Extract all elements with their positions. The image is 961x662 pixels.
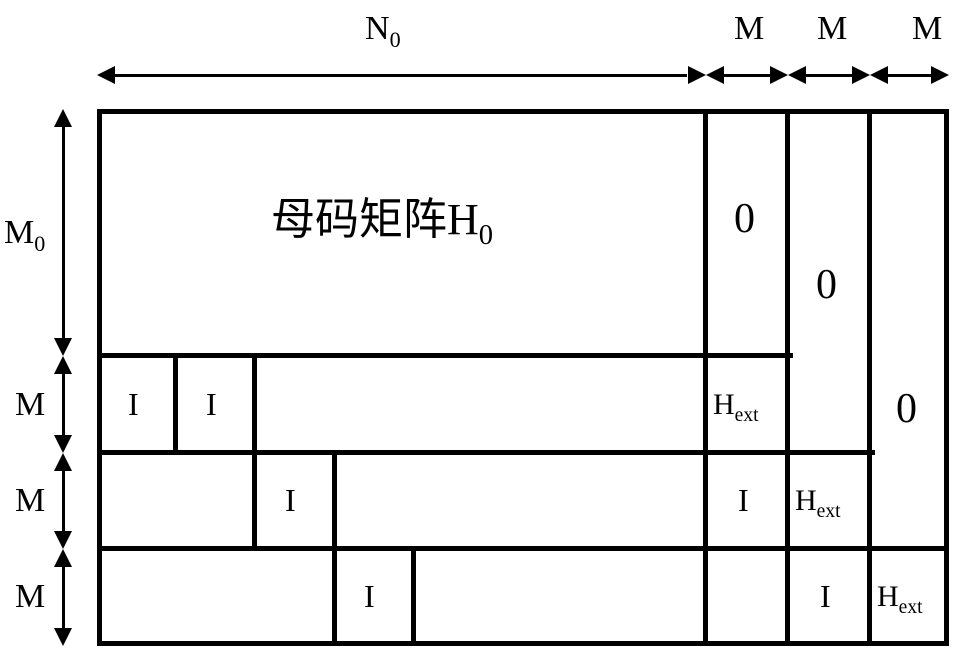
cell-r3-i2: I <box>738 484 749 516</box>
arrowhead-m2-right <box>852 66 870 84</box>
arrowhead-n0-left <box>97 66 115 84</box>
arrowhead-m0-up <box>54 109 72 127</box>
arrowhead-lm1-down <box>54 435 72 453</box>
r2-hext-sub: ext <box>735 405 759 426</box>
cell-r2-i2: I <box>206 388 217 420</box>
arrow-left-m1 <box>62 374 65 435</box>
cell-r2-hext: Hext <box>713 390 759 420</box>
arrow-top-m3 <box>888 74 931 77</box>
cell-zero-1: 0 <box>734 198 755 240</box>
left-m0-main: M <box>4 214 34 251</box>
r4-col-i-left <box>332 549 337 646</box>
col-sep-m2 <box>867 109 872 646</box>
label-top-m1: M <box>734 12 764 46</box>
arrow-top-m1 <box>724 74 770 77</box>
row-sep-m1 <box>97 450 875 455</box>
cell-r4-hext: Hext <box>877 582 923 612</box>
arrowhead-lm3-up <box>54 549 72 567</box>
mother-text: 母码矩阵H <box>271 195 479 244</box>
matrix-top <box>97 109 949 114</box>
arrowhead-m3-left <box>870 66 888 84</box>
arrowhead-lm3-down <box>54 628 72 646</box>
arrowhead-m0-down <box>54 338 72 356</box>
top-n0-sub: 0 <box>390 27 401 52</box>
col-sep-n0 <box>703 109 708 646</box>
cell-r4-i1: I <box>364 580 375 612</box>
r3-col-i-right <box>332 453 337 549</box>
arrowhead-lm2-up <box>54 453 72 471</box>
label-left-m3: M <box>15 580 45 614</box>
arrowhead-m2-left <box>788 66 806 84</box>
r2-col-ii2 <box>252 356 257 453</box>
r3-hext-h: H <box>795 484 817 517</box>
cell-r3-hext: Hext <box>795 486 841 516</box>
cell-mother-matrix: 母码矩阵H0 <box>271 198 493 242</box>
r2-col-ii1 <box>173 356 178 453</box>
top-n0-main: N <box>365 10 390 47</box>
r4-col-i-right <box>411 549 416 646</box>
left-m0-sub: 0 <box>34 231 45 256</box>
arrowhead-m1-right <box>770 66 788 84</box>
r2-hext-h: H <box>713 388 735 421</box>
matrix-right <box>944 109 949 646</box>
arrow-left-m2 <box>62 471 65 531</box>
label-top-m2: M <box>817 12 847 46</box>
mother-sub: 0 <box>479 220 493 251</box>
r4-hext-sub: ext <box>899 597 923 618</box>
arrow-top-m2 <box>806 74 852 77</box>
arrowhead-m3-right <box>931 66 949 84</box>
arrow-top-n0 <box>115 74 687 77</box>
row-sep-m2 <box>97 546 949 551</box>
label-left-m1: M <box>15 388 45 422</box>
col-sep-m1 <box>785 109 790 646</box>
r3-col-i-left <box>252 453 257 549</box>
arrowhead-n0-right <box>688 66 706 84</box>
arrow-left-m0 <box>62 127 65 338</box>
r4-hext-h: H <box>877 580 899 613</box>
arrow-left-m3 <box>62 567 65 628</box>
r3-hext-sub: ext <box>817 501 841 522</box>
label-top-n0: N0 <box>365 12 401 46</box>
label-left-m2: M <box>15 484 45 518</box>
arrowhead-lm1-up <box>54 356 72 374</box>
cell-r4-i2: I <box>820 580 831 612</box>
arrowhead-lm2-down <box>54 531 72 549</box>
cell-zero-3: 0 <box>896 388 917 430</box>
arrowhead-m1-left <box>706 66 724 84</box>
matrix-bottom <box>97 641 949 646</box>
cell-r3-i1: I <box>285 484 296 516</box>
cell-zero-2: 0 <box>816 264 837 306</box>
label-left-m0: M0 <box>4 216 45 250</box>
label-top-m3: M <box>912 12 942 46</box>
row-sep-m0 <box>97 353 793 358</box>
matrix-left <box>97 109 102 646</box>
cell-r2-i1: I <box>128 388 139 420</box>
